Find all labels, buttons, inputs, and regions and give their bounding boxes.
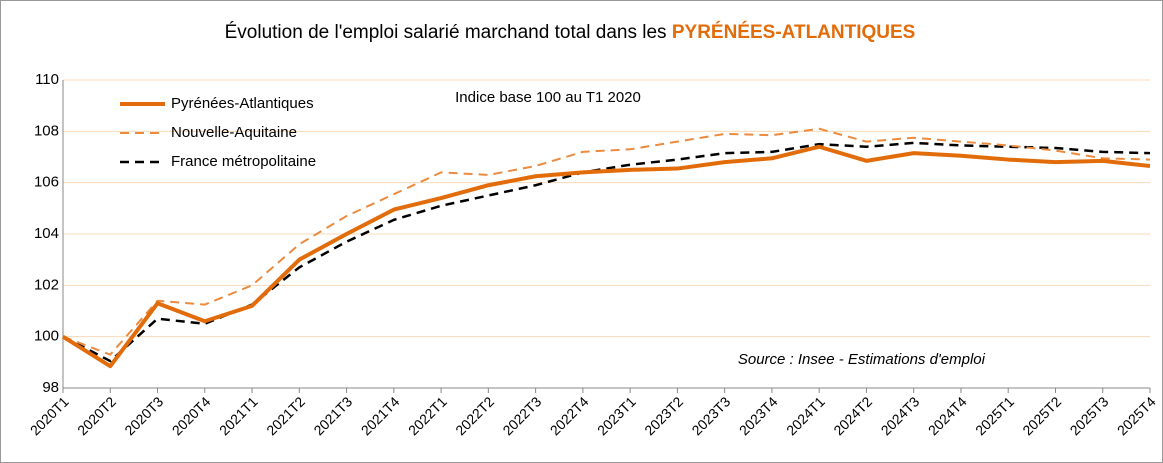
chart-title: Évolution de l'emploi salarié marchand t… [225,21,916,43]
legend-label: France métropolitaine [171,153,316,170]
legend-label: Nouvelle-Aquitaine [171,124,297,141]
y-tick-label: 100 [34,328,59,345]
legend-label: Pyrénées-Atlantiques [171,95,314,112]
y-tick-label: 102 [34,276,59,293]
annotation: Indice base 100 au T1 2020 [455,89,641,106]
source-note: Source : Insee - Estimations d'emploi [738,351,986,368]
y-tick-label: 98 [42,379,59,396]
y-tick-label: 106 [34,174,59,191]
y-tick-label: 110 [35,71,59,88]
series-line [62,127,1151,356]
y-tick-label: 104 [34,225,59,242]
series-line [61,144,1151,369]
title-highlight: PYRÉNÉES-ATLANTIQUES [672,21,916,43]
series-line [62,141,1151,363]
y-tick-label: 108 [34,122,59,139]
title-text: Évolution de l'emploi salarié marchand t… [225,22,672,43]
